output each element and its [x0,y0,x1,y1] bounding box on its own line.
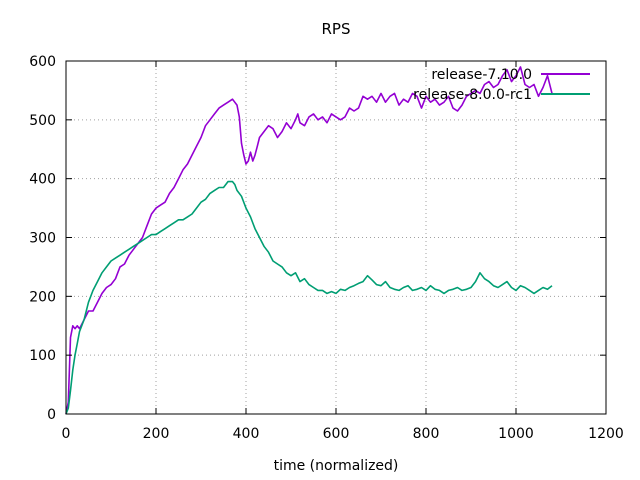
x-tick-label: 200 [143,426,170,442]
y-tick-label: 100 [29,348,56,364]
axis-ticks: 0 200 400 600 800 1000 1200 0 100 200 300 400 500 600 [29,54,624,442]
y-tick-label: 600 [29,54,56,70]
chart-title: RPS [322,20,351,38]
x-axis-title: time (normalized) [274,458,399,474]
x-tick-label: 0 [62,426,71,442]
legend-label-1: release-7.10.0 [431,67,532,83]
y-tick-label: 300 [29,231,56,247]
series-lines [65,66,553,415]
x-tick-label: 1000 [498,426,534,442]
series-line-2 [65,180,553,415]
x-tick-label: 600 [323,426,350,442]
y-tick-label: 0 [47,407,56,423]
grid-lines [66,61,606,414]
y-tick-label: 400 [29,172,56,188]
legend: release-7.10.0 release-8.0.0-rc1 [413,67,590,103]
y-tick-label: 500 [29,113,56,129]
x-tick-label: 400 [233,426,260,442]
series-line-1 [65,66,553,415]
x-tick-label: 800 [413,426,440,442]
x-tick-label: 1200 [588,426,624,442]
y-tick-label: 200 [29,289,56,305]
legend-label-2: release-8.0.0-rc1 [413,87,532,103]
